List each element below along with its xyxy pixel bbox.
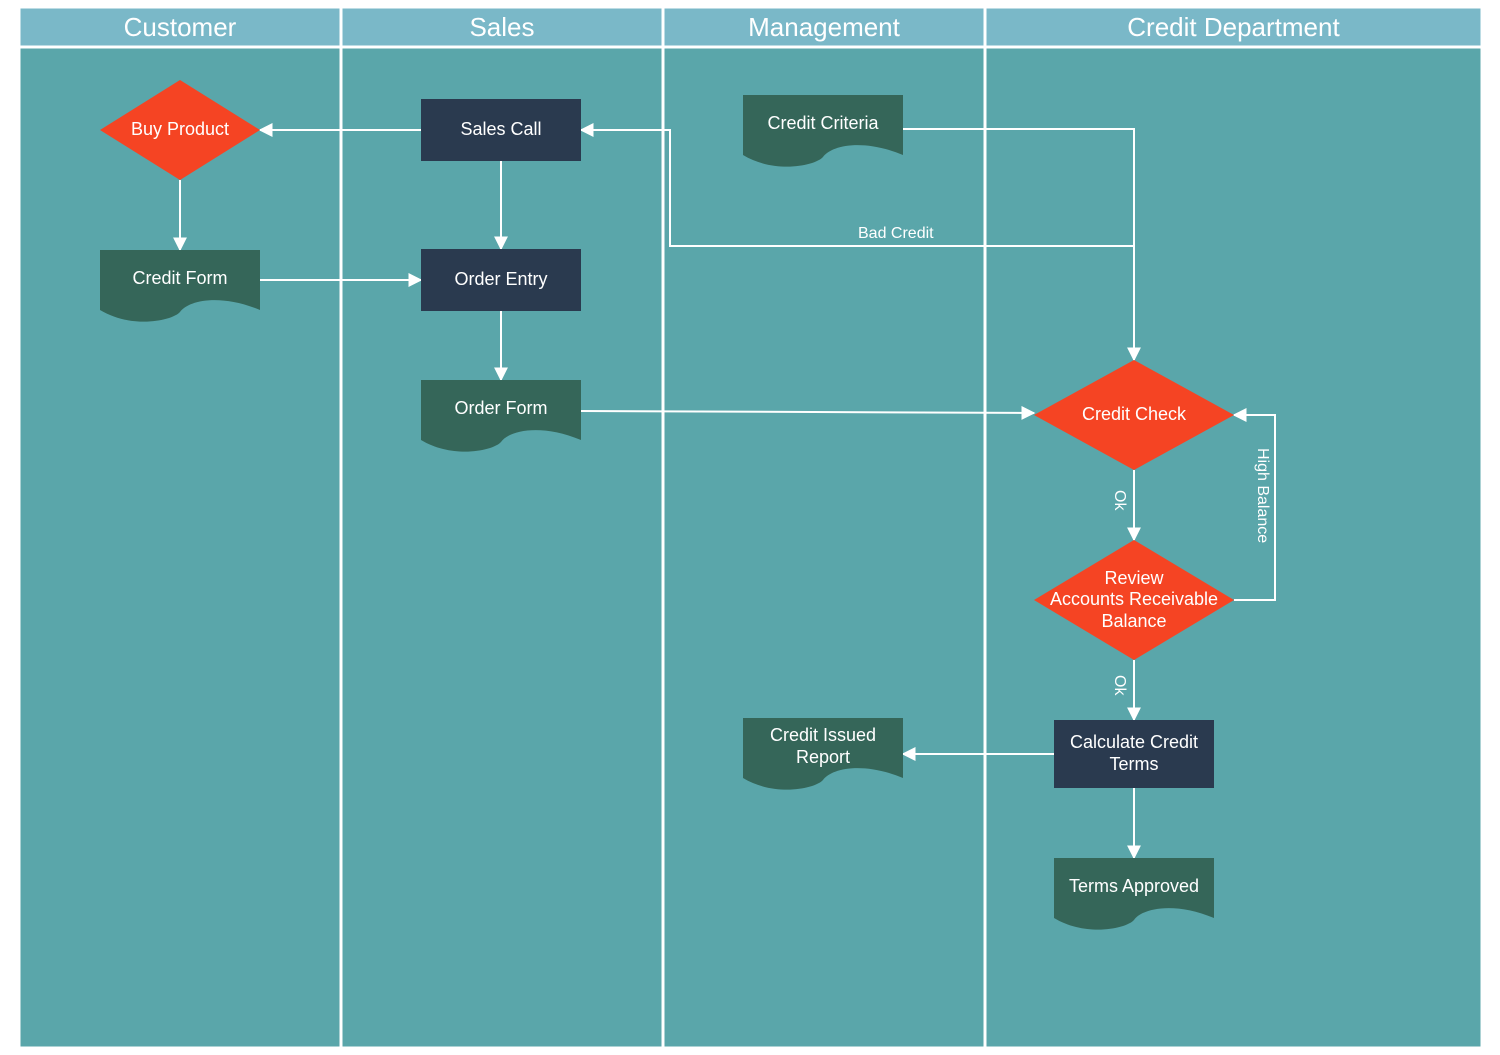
lane-header-customer: Customer — [19, 7, 341, 47]
lane-header-credit: Credit Department — [985, 7, 1482, 47]
flowchart-svg — [0, 0, 1500, 1055]
node-sales_call — [421, 99, 581, 161]
flowchart-canvas: CustomerSalesManagementCredit Department… — [0, 0, 1500, 1055]
lane-header-sales: Sales — [341, 7, 663, 47]
node-calc_credit_terms — [1054, 720, 1214, 788]
node-order_entry — [421, 249, 581, 311]
lane-header-management: Management — [663, 7, 985, 47]
